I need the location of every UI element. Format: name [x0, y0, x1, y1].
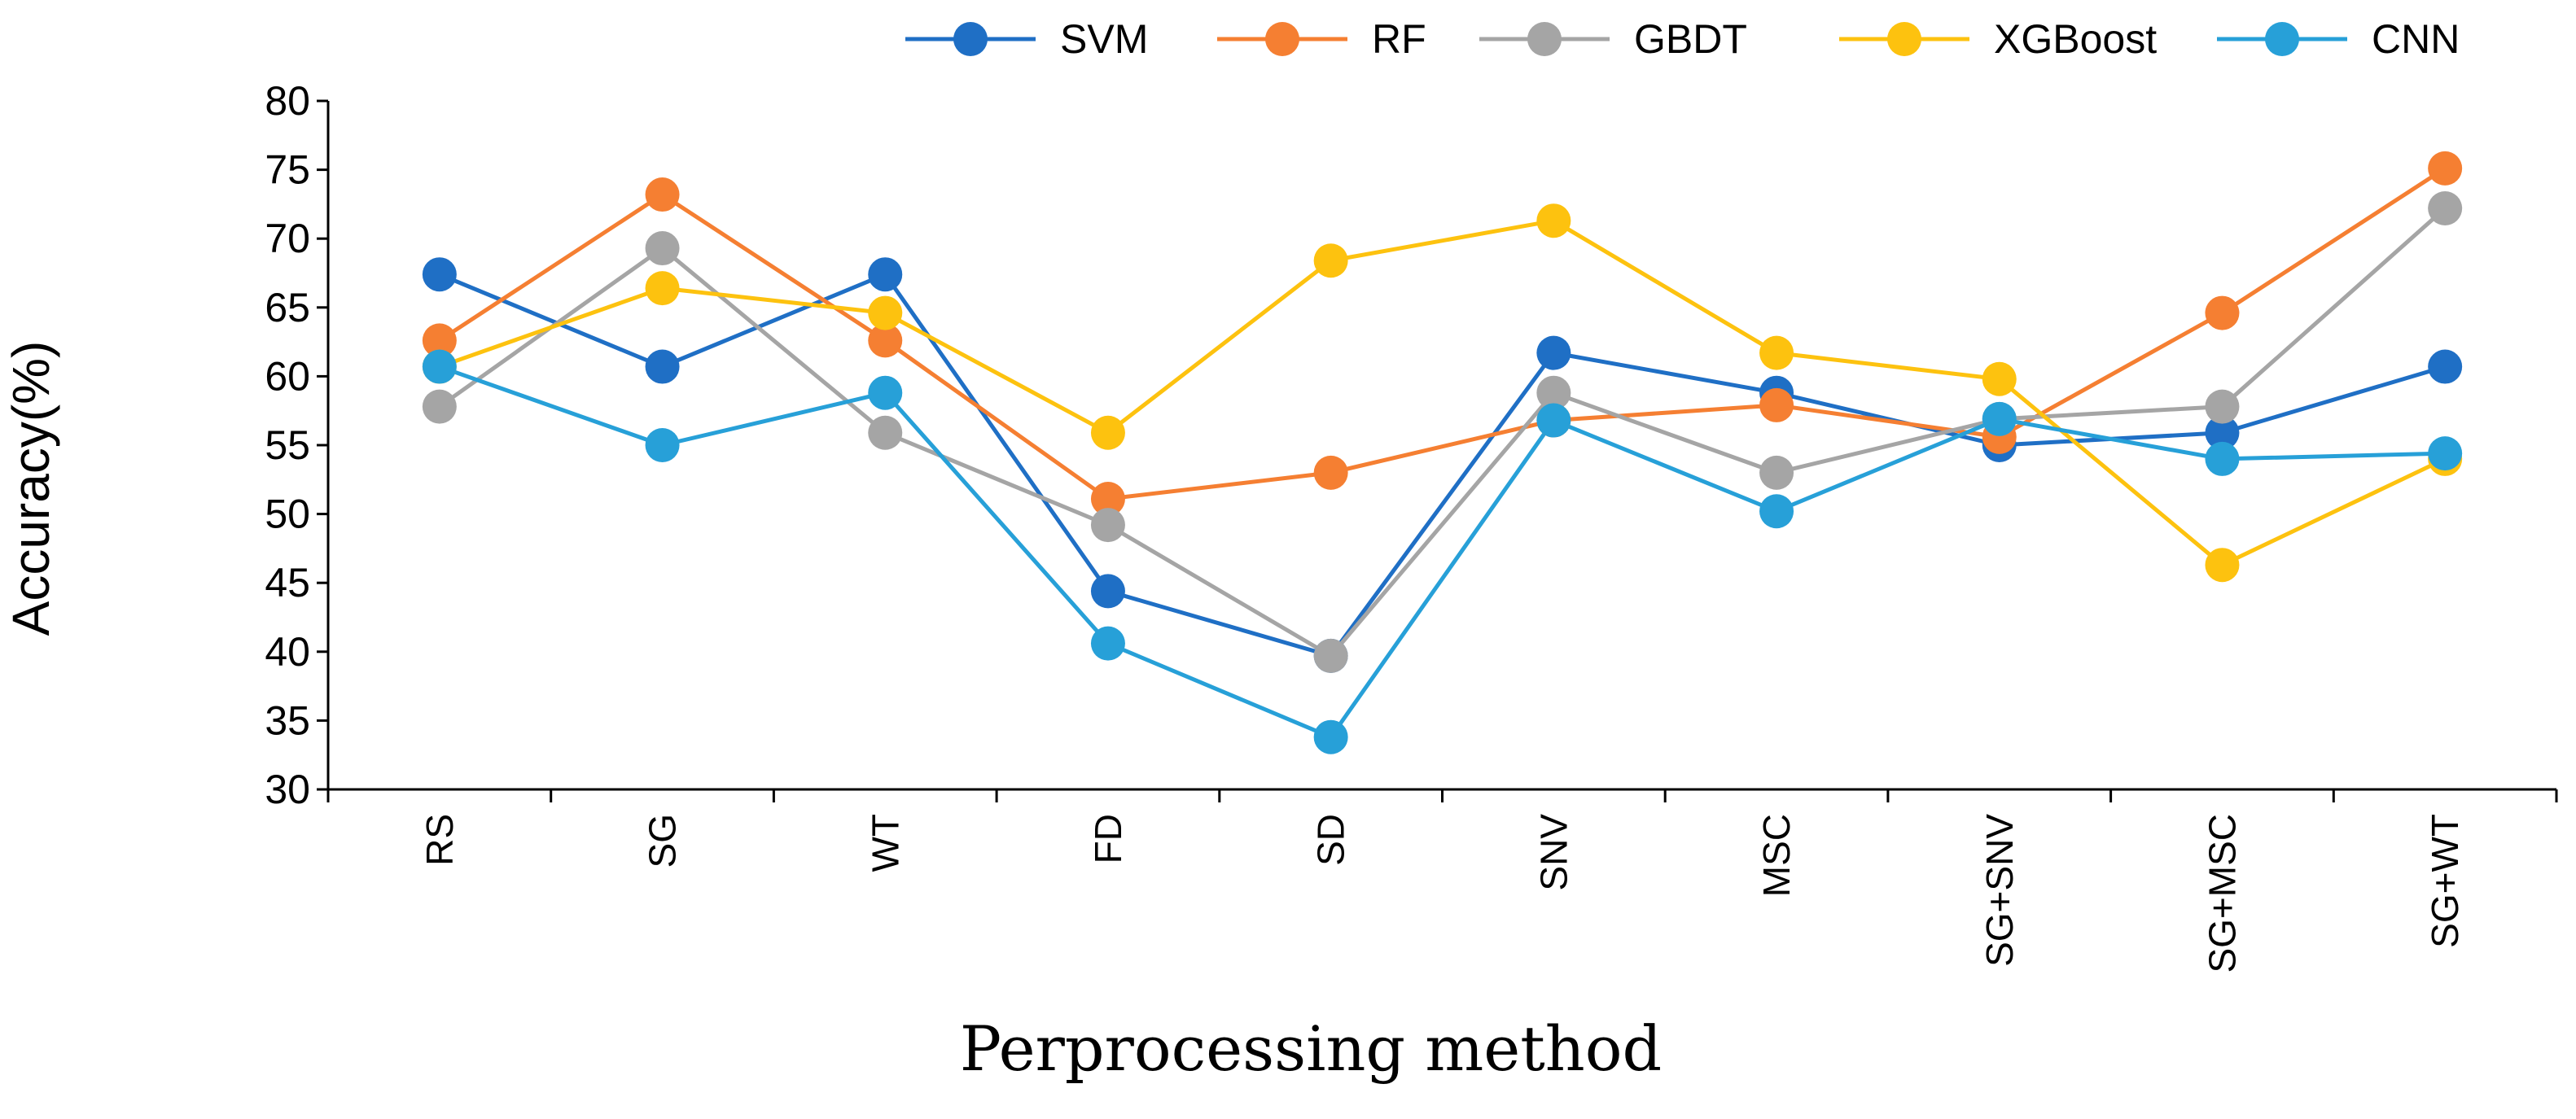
axes: 30 35 40 45 50 55 60 65 70 75 80 RS SG WT FD SD SNV MSC SG… [265, 78, 2558, 973]
data-point-xgboost [1090, 415, 1125, 450]
x-tick-label: SNV [1532, 814, 1575, 891]
data-point-rf [645, 177, 680, 212]
data-point-svm [1090, 574, 1125, 609]
x-tick-label: FD [1087, 814, 1129, 863]
data-point-rf [422, 323, 457, 358]
legend-label: GBDT [1634, 16, 1747, 62]
data-point-gbdt [868, 415, 903, 450]
y-tick-label: 55 [265, 422, 310, 468]
x-tick-label: SD [1310, 814, 1352, 866]
legend-label: RF [1372, 16, 1426, 62]
series-line-cnn [439, 365, 2446, 740]
data-point-rf [868, 323, 903, 358]
y-tick-label: 65 [265, 285, 310, 330]
y-tick-label: 45 [265, 560, 310, 605]
legend: SVM RF GBDT XGBoost CNN [905, 16, 2460, 62]
data-point-cnn [645, 428, 680, 462]
data-point-cnn [2205, 441, 2240, 476]
legend-swatch-marker [1265, 22, 1299, 56]
data-point-cnn [1313, 719, 1348, 754]
data-point-svm [645, 349, 680, 384]
data-point-rf [1759, 387, 1794, 422]
data-point-gbdt [1090, 508, 1125, 543]
series-lines [438, 166, 2447, 740]
data-point-xgboost [1982, 361, 2017, 396]
y-tick-label: 80 [265, 78, 310, 124]
legend-label: XGBoost [1994, 16, 2157, 62]
legend-swatch-marker [1887, 22, 1921, 56]
legend-label: CNN [2372, 16, 2460, 62]
data-point-gbdt [1536, 375, 1571, 410]
x-axis-title: Perprocessing method [960, 1012, 1662, 1085]
data-point-xgboost [1536, 203, 1571, 238]
legend-item-cnn: CNN [2217, 16, 2460, 62]
x-tick-label: SG+WT [2424, 814, 2466, 948]
legend-item-rf: RF [1217, 16, 1426, 62]
data-point-xgboost [645, 271, 680, 306]
data-point-gbdt [1313, 638, 1348, 673]
data-point-rf [1090, 481, 1125, 516]
data-point-rf [1313, 455, 1348, 490]
series-line-svm [438, 272, 2446, 658]
data-point-svm [1536, 335, 1571, 370]
y-tick-label: 75 [265, 147, 310, 193]
series-line-rf [438, 166, 2447, 501]
data-point-gbdt [422, 389, 457, 424]
data-point-rf [2205, 295, 2240, 330]
x-tick-label: MSC [1755, 814, 1798, 897]
y-tick-label: 30 [265, 767, 310, 812]
y-tick-label: 35 [265, 697, 310, 743]
data-point-gbdt [645, 231, 680, 266]
y-tick-label: 70 [265, 216, 310, 261]
data-point-cnn [422, 349, 457, 384]
data-point-gbdt [2428, 190, 2463, 225]
x-tick-label: RS [418, 814, 461, 866]
data-point-xgboost [1759, 335, 1794, 370]
data-point-svm [2205, 415, 2240, 450]
data-point-cnn [1982, 401, 2017, 436]
data-point-xgboost [2205, 548, 2240, 583]
y-axis-title: Accuracy(%) [2, 341, 60, 636]
x-tick-label: WT [864, 814, 906, 872]
y-tick-label: 40 [265, 629, 310, 675]
data-point-xgboost [1313, 243, 1348, 278]
y-tick-label: 50 [265, 492, 310, 537]
data-point-svm [868, 257, 903, 292]
legend-item-gbdt: GBDT [1479, 16, 1747, 62]
series-line-xgboost [439, 218, 2447, 567]
data-point-cnn [1536, 403, 1571, 438]
data-point-gbdt [2205, 389, 2240, 424]
legend-swatch-marker [2265, 22, 2299, 56]
legend-swatch-marker [1527, 22, 1562, 56]
data-point-cnn [1759, 494, 1794, 529]
series-line-gbdt [438, 207, 2447, 658]
data-point-xgboost [868, 295, 903, 330]
x-tick-label: SG+MSC [2201, 814, 2243, 973]
data-point-gbdt [1759, 455, 1794, 490]
legend-item-xgboost: XGBoost [1839, 16, 2157, 62]
legend-label: SVM [1060, 16, 1148, 62]
x-tick-label: SG [642, 814, 684, 868]
data-point-cnn [2428, 436, 2463, 471]
y-tick-label: 60 [265, 353, 310, 399]
data-point-svm [2428, 349, 2463, 384]
data-point-cnn [868, 375, 903, 410]
legend-swatch-marker [953, 22, 988, 56]
data-point-svm [422, 257, 457, 292]
legend-item-svm: SVM [905, 16, 1148, 62]
x-tick-label: SG+SNV [1978, 814, 2021, 967]
data-point-cnn [1090, 626, 1125, 661]
series-points [422, 151, 2463, 754]
data-point-rf [2428, 151, 2463, 186]
